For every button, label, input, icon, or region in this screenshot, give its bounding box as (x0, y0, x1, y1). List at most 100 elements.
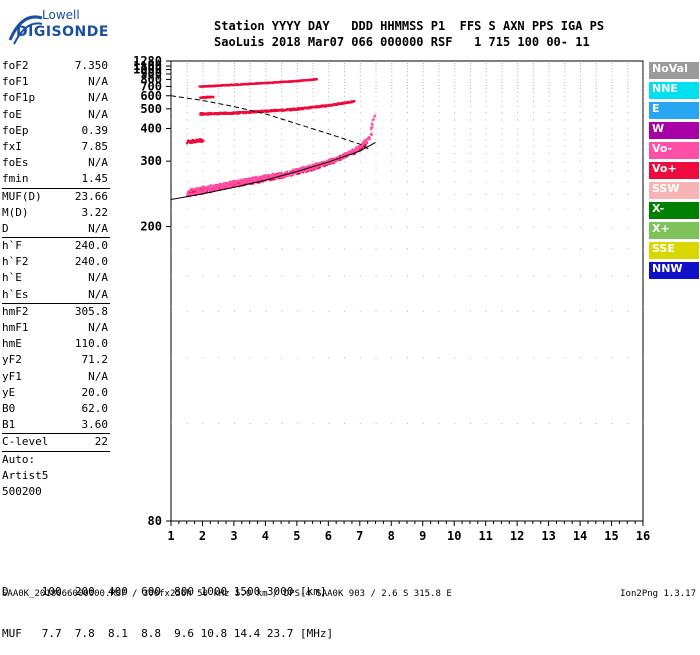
x-tick-label: 1 (167, 529, 174, 543)
grid-dot (375, 71, 377, 73)
file-info: SAA0K_2018066000000.RSF / 300fx256h 50 k… (2, 589, 452, 599)
grid-dot (375, 88, 377, 90)
grid-dot (359, 100, 361, 102)
grid-dot (469, 310, 471, 312)
echo-point (261, 81, 264, 84)
grid-dot (296, 65, 298, 67)
grid-dot (218, 79, 220, 81)
grid-dot (391, 139, 393, 141)
grid-dot (454, 133, 456, 135)
echo-point (260, 110, 263, 113)
x-tick-label: 9 (419, 529, 426, 543)
grid-dot (344, 248, 346, 250)
echo-point (190, 190, 193, 193)
grid-dot (485, 422, 487, 424)
grid-dot (485, 145, 487, 147)
param-label: MUF(D) (2, 189, 42, 203)
grid-dot (186, 95, 188, 97)
echo-point (226, 184, 229, 187)
digisonde-logo: Lowell DIGISONDE (4, 6, 124, 50)
grid-dot (469, 112, 471, 114)
param-value: N/A (88, 221, 108, 235)
echo-point (328, 162, 331, 165)
grid-dot (564, 63, 566, 65)
grid-dot (643, 74, 644, 76)
param-value: 62.0 (81, 401, 109, 415)
grid-dot (532, 133, 534, 135)
echo-point (217, 183, 220, 186)
grid-dot (281, 63, 283, 65)
param-row: C-level 22 (0, 434, 112, 450)
echo-point (217, 188, 220, 191)
echo-point (236, 111, 239, 114)
echo-point (273, 172, 276, 175)
grid-dot (328, 310, 330, 312)
grid-dot (265, 63, 267, 65)
echo-point (193, 192, 196, 195)
echo-point (374, 114, 377, 117)
echo-point (351, 148, 354, 151)
legend-x-: X+ (649, 222, 699, 239)
grid-dot (391, 63, 393, 65)
echo-point (304, 107, 307, 110)
grid-dot (359, 79, 361, 81)
echo-point (339, 154, 342, 157)
grid-dot (265, 71, 267, 73)
grid-dot (595, 84, 597, 86)
param-value: 20.0 (81, 385, 109, 399)
grid-dot (517, 68, 519, 70)
grid-dot (328, 91, 330, 93)
echo-point (340, 158, 343, 161)
grid-dot (485, 248, 487, 250)
echo-point (301, 108, 304, 111)
echo-point (341, 154, 344, 157)
grid-dot (328, 112, 330, 114)
grid-dot (249, 71, 251, 73)
param-value: N/A (88, 91, 108, 105)
grid-dot (627, 88, 629, 90)
grid-dot (202, 119, 204, 121)
echo-point (205, 188, 208, 191)
grid-dot (328, 170, 330, 172)
grid-dot (312, 422, 314, 424)
grid-dot (595, 81, 597, 83)
param-label: foEp (2, 123, 29, 137)
grid-dot (218, 88, 220, 90)
grid-dot (469, 84, 471, 86)
grid-dot (171, 128, 172, 130)
echo-point (199, 112, 202, 115)
grid-dot (344, 65, 346, 67)
grid-dot (454, 74, 456, 76)
grid-dot (627, 74, 629, 76)
echo-point (251, 179, 254, 182)
grid-dot (532, 68, 534, 70)
echo-point (370, 132, 373, 135)
grid-dot (265, 84, 267, 86)
grid-dot (564, 139, 566, 141)
param-row: D N/A (0, 221, 112, 237)
echo-point (295, 80, 298, 83)
grid-dot (281, 128, 283, 130)
grid-dot (454, 161, 456, 163)
grid-dot (564, 153, 566, 154)
param-label: B0 (2, 401, 16, 415)
echo-point (189, 141, 192, 144)
grid-dot (407, 161, 408, 163)
grid-dot (171, 170, 172, 172)
grid-dot (469, 88, 471, 90)
grid-dot (391, 65, 393, 67)
grid-dot (469, 74, 471, 76)
grid-dot (643, 170, 644, 172)
grid-dot (375, 95, 377, 97)
param-separator (2, 433, 110, 435)
echo-point (195, 189, 198, 192)
echo-point (317, 165, 320, 168)
grid-dot (438, 248, 440, 250)
grid-dot (171, 248, 172, 250)
grid-dot (344, 181, 346, 183)
grid-dot (407, 181, 408, 183)
grid-dot (312, 63, 314, 65)
grid-dot (627, 226, 629, 228)
echo-point (278, 177, 281, 180)
grid-dot (281, 133, 283, 135)
